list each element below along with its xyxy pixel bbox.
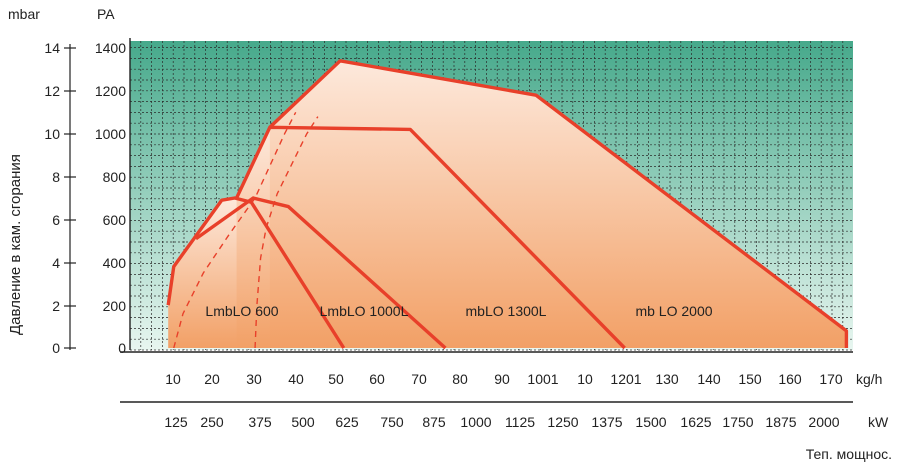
x-unit-kgh: kg/h: [856, 371, 882, 387]
x-tick-kgh: 90: [494, 371, 510, 387]
x-tick-kgh: 1201: [610, 371, 641, 387]
x-tick-kw: 1625: [680, 414, 711, 430]
zone-outline: [194, 196, 447, 350]
x-tick-kgh: 40: [288, 371, 304, 387]
y-tick-pa: 0: [118, 340, 126, 356]
x-tick-kgh: 130: [655, 371, 679, 387]
x-tick-kw: 1375: [591, 414, 622, 430]
x-tick-kw: 500: [291, 414, 315, 430]
y-tick-mbar: 10: [44, 126, 60, 142]
x-tick-kw: 1750: [722, 414, 753, 430]
y-tick-mbar: 2: [52, 298, 60, 314]
axes: [64, 38, 853, 403]
x-tick-kw: 1000: [460, 414, 491, 430]
y-tick-pa: 1000: [95, 126, 126, 142]
x-tick-kw: 125: [164, 414, 188, 430]
x-tick-kgh: 160: [778, 371, 802, 387]
y-tick-pa: 600: [103, 212, 127, 228]
x-tick-kw: 750: [380, 414, 404, 430]
zone-label: LmbLO 600: [205, 303, 278, 319]
x-tick-kgh: 10: [577, 371, 593, 387]
x-tick-kw: 875: [422, 414, 446, 430]
x-tick-kgh: 10: [165, 371, 181, 387]
y-unit-mbar: mbar: [8, 6, 40, 22]
zone-outline: [235, 125, 626, 350]
dashed-curves: [173, 111, 319, 349]
y-tick-pa: 400: [103, 255, 127, 271]
x-tick-kgh: 20: [204, 371, 220, 387]
x-tick-kgh: 170: [819, 371, 843, 387]
y-tick-mbar: 8: [52, 169, 60, 185]
x-tick-kw: 1500: [635, 414, 666, 430]
y-tick-mbar: 6: [52, 212, 60, 228]
zone-outline: [268, 59, 849, 348]
x-tick-kw: 625: [335, 414, 359, 430]
x-axis-label: Теп. мощнос.: [806, 446, 892, 462]
x-tick-kw: 1125: [505, 414, 535, 430]
x-tick-kgh: 30: [246, 371, 262, 387]
zone-label: LmbLO 1000L: [320, 303, 409, 319]
y-tick-mbar: 14: [44, 40, 60, 56]
x-tick-kw: 1250: [547, 414, 578, 430]
zone-label: mbLO 1300L: [466, 303, 547, 319]
x-tick-kgh: 150: [738, 371, 762, 387]
x-tick-kgh: 140: [697, 371, 721, 387]
y-tick-mbar: 0: [52, 340, 60, 356]
x-tick-kgh: 70: [411, 371, 427, 387]
x-tick-kgh: 80: [452, 371, 468, 387]
zone-outlines: [166, 59, 849, 350]
x-tick-kw: 250: [200, 414, 224, 430]
x-unit-kw: kW: [868, 414, 889, 430]
x-tick-kw: 2000: [808, 414, 839, 430]
y-unit-pa: PA: [97, 6, 115, 22]
x-tick-kgh: 1001: [527, 371, 558, 387]
x-tick-kw: 1875: [765, 414, 796, 430]
y-tick-mbar: 4: [52, 255, 60, 271]
dashed-curve: [254, 116, 319, 349]
dashed-curve: [173, 111, 297, 349]
y-tick-pa: 1200: [95, 83, 126, 99]
y-tick-mbar: 12: [44, 83, 60, 99]
zone-label: mb LO 2000: [635, 303, 712, 319]
y-axis-label: Давление в кам. сгорания: [7, 154, 24, 335]
x-tick-kgh: 50: [328, 371, 344, 387]
y-tick-pa: 200: [103, 298, 127, 314]
y-tick-pa: 1400: [95, 40, 126, 56]
zone-outline: [166, 196, 346, 349]
y-tick-pa: 800: [103, 169, 127, 185]
x-tick-kgh: 60: [369, 371, 385, 387]
x-tick-kw: 375: [248, 414, 272, 430]
